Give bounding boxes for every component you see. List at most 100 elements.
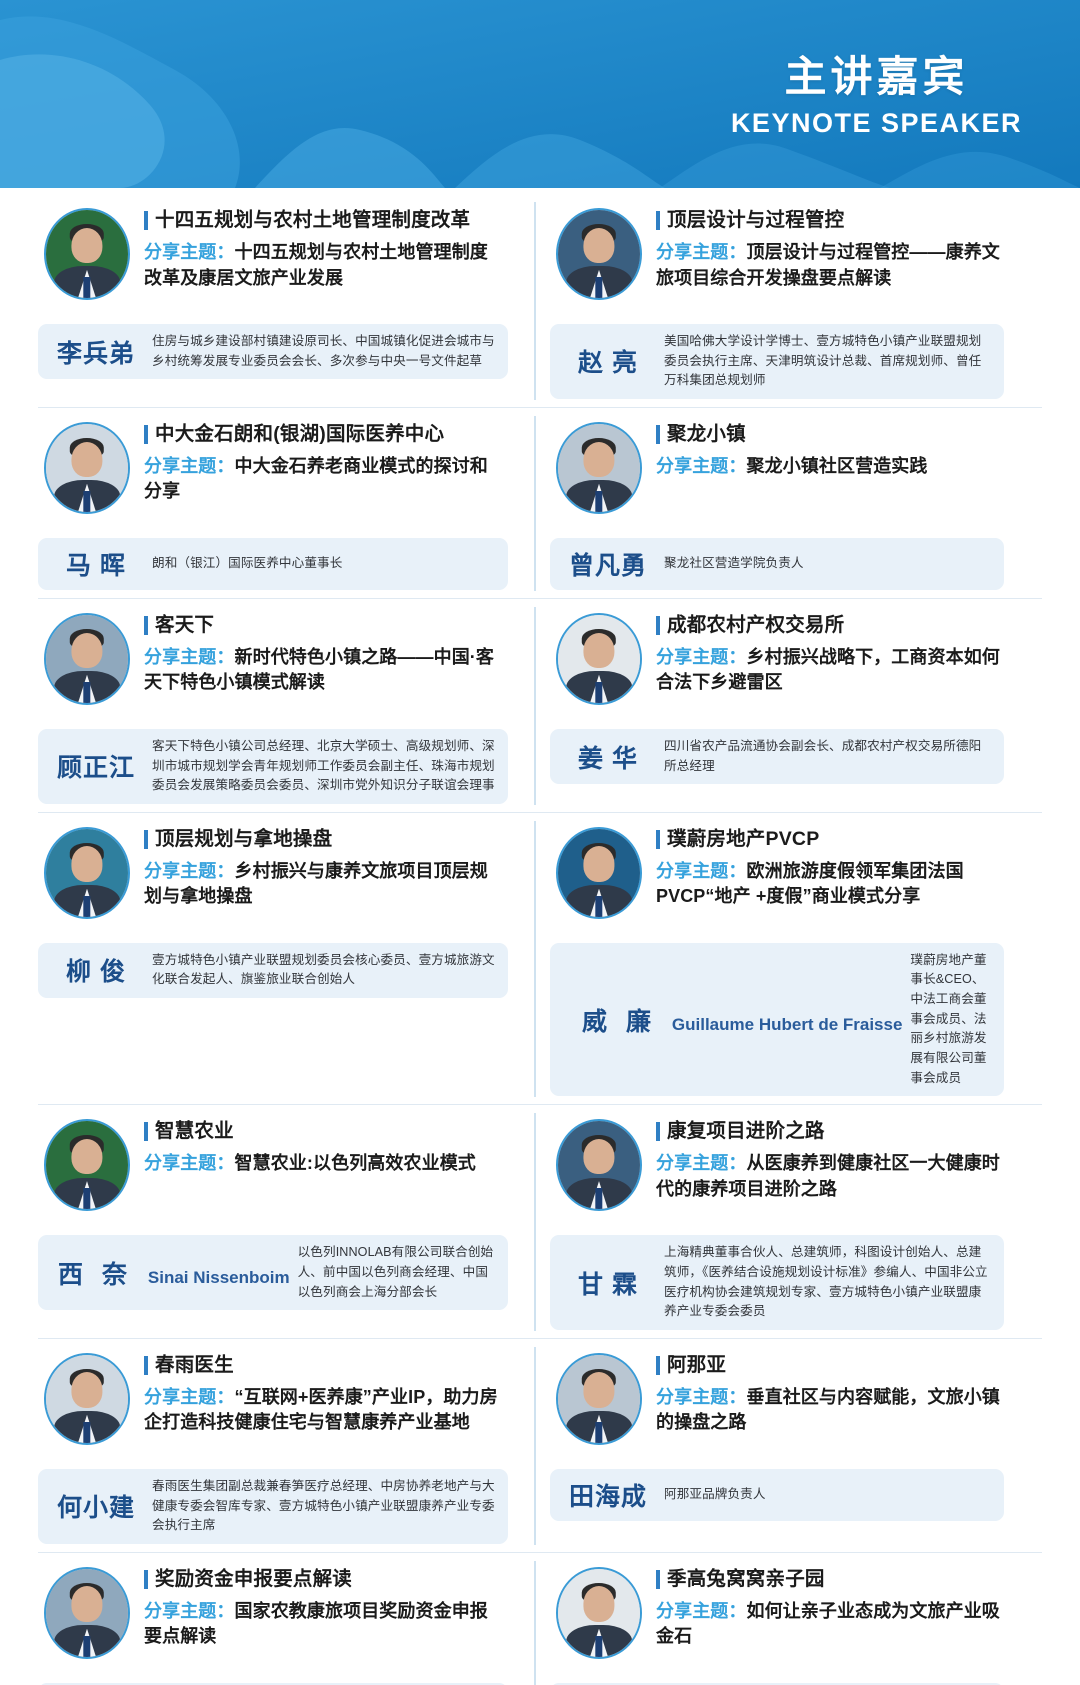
speaker-name-bio-strip: 田海成 阿那亚品牌负责人 xyxy=(550,1468,1004,1521)
accent-bar-icon xyxy=(656,615,660,635)
speaker-organization: 季高兔窝窝亲子园 xyxy=(656,1567,1000,1592)
topic-text: 垂直社区与内容赋能，文旅小镇的操盘之路 xyxy=(656,1386,1000,1433)
speaker-card[interactable]: 中大金石朗和(银湖)国际医养中心 分享主题：中大金石养老商业模式的探讨和分享 马… xyxy=(38,408,508,599)
speaker-card-header: 璞蔚房地产PVCP 分享主题：欧洲旅游度假领军集团法国PVCP“地产 +度假”商… xyxy=(550,823,1004,935)
avatar-photo xyxy=(46,614,128,703)
speaker-organization: 阿那亚 xyxy=(656,1353,1000,1378)
speaker-avatar xyxy=(556,208,642,300)
speaker-card-header: 顶层规划与拿地操盘 分享主题：乡村振兴与康养文旅项目顶层规划与拿地操盘 xyxy=(38,823,508,935)
speaker-card-header: 春雨医生 分享主题：“互联网+医养康”产业IP，助力房企打造科技健康住宅与智慧康… xyxy=(38,1349,508,1461)
accent-bar-icon xyxy=(144,424,148,444)
speaker-topic: 分享主题：聚龙小镇社区营造实践 xyxy=(656,454,1000,480)
speaker-card[interactable]: 聚龙小镇 分享主题：聚龙小镇社区营造实践 曾凡勇 聚龙社区营造学院负责人 xyxy=(534,408,1004,599)
speaker-organization: 顶层设计与过程管控 xyxy=(656,208,1000,233)
speaker-card[interactable]: 奖励资金申报要点解读 分享主题：国家农教康旅项目奖励资金申报要点解读 陈 放 壹… xyxy=(38,1553,508,1685)
speaker-card[interactable]: 客天下 分享主题：新时代特色小镇之路——中国·客天下特色小镇模式解读 顾正江 客… xyxy=(38,599,508,813)
speaker-name-en: Guillaume Hubert de Fraisse xyxy=(671,1014,903,1034)
speaker-bio: 朗和（银江）国际医养中心董事长 xyxy=(152,556,343,571)
speaker-bio: 壹方城特色小镇产业联盟规划委员会核心委员、壹方城旅游文化联合发起人、旗鉴旅业联合… xyxy=(152,952,495,987)
speaker-card[interactable]: 十四五规划与农村土地管理制度改革 分享主题：十四五规划与农村土地管理制度改革及康… xyxy=(38,194,508,408)
speaker-topic: 分享主题：如何让亲子业态成为文旅产业吸金石 xyxy=(656,1599,1000,1650)
topic-text: “互联网+医养康”产业IP，助力房企打造科技健康住宅与智慧康养产业基地 xyxy=(144,1386,498,1433)
speaker-name: 曾凡勇 xyxy=(568,551,647,580)
accent-bar-icon xyxy=(656,211,660,230)
speaker-name: 柳 俊 xyxy=(66,958,126,987)
speaker-organization: 聚龙小镇 xyxy=(656,422,1000,447)
avatar-photo xyxy=(558,1354,640,1443)
topic-text: 新时代特色小镇之路——中国·客天下特色小镇模式解读 xyxy=(144,646,494,693)
speaker-card[interactable]: 智慧农业 分享主题：智慧农业:以色列高效农业模式 西 奈 Sinai Nisse… xyxy=(38,1105,508,1339)
speaker-organization: 奖励资金申报要点解读 xyxy=(144,1567,504,1592)
speaker-text-block: 春雨医生 分享主题：“互联网+医养康”产业IP，助力房企打造科技健康住宅与智慧康… xyxy=(144,1349,508,1436)
avatar-photo xyxy=(46,1121,128,1210)
speaker-organization: 十四五规划与农村土地管理制度改革 xyxy=(144,208,504,233)
speaker-organization: 客天下 xyxy=(144,613,504,638)
accent-bar-icon xyxy=(144,211,148,230)
speaker-organization: 康复项目进阶之路 xyxy=(656,1119,1000,1144)
accent-bar-icon xyxy=(656,1355,660,1375)
speaker-organization: 智慧农业 xyxy=(144,1119,504,1144)
topic-text: 国家农教康旅项目奖励资金申报要点解读 xyxy=(144,1600,488,1647)
topic-label: 分享主题： xyxy=(656,1386,747,1407)
speaker-organization-text: 成都农村产权交易所 xyxy=(667,613,845,636)
speaker-name-bio-strip: 姜 华 四川省农产品流通协会副会长、成都农村产权交易所德阳所总经理 xyxy=(550,728,1004,785)
speaker-bio: 聚龙社区营造学院负责人 xyxy=(664,556,804,571)
speaker-row: 春雨医生 分享主题：“互联网+医养康”产业IP，助力房企打造科技健康住宅与智慧康… xyxy=(0,1339,1080,1553)
speaker-topic: 分享主题：中大金石养老商业模式的探讨和分享 xyxy=(144,454,504,505)
topic-label: 分享主题： xyxy=(144,1153,235,1174)
speaker-card-header: 季高兔窝窝亲子园 分享主题：如何让亲子业态成为文旅产业吸金石 xyxy=(550,1563,1004,1675)
speaker-avatar xyxy=(44,421,130,514)
speaker-card-header: 康复项目进阶之路 分享主题：从医康养到健康社区一大健康时代的康养项目进阶之路 xyxy=(550,1115,1004,1227)
speaker-text-block: 顶层设计与过程管控 分享主题：顶层设计与过程管控——康养文旅项目综合开发操盘要点… xyxy=(656,204,1004,291)
speaker-topic: 分享主题：智慧农业:以色列高效农业模式 xyxy=(144,1151,504,1177)
speaker-card[interactable]: 成都农村产权交易所 分享主题：乡村振兴战略下，工商资本如何合法下乡避雷区 姜 华… xyxy=(534,599,1004,813)
speaker-text-block: 阿那亚 分享主题：垂直社区与内容赋能，文旅小镇的操盘之路 xyxy=(656,1349,1004,1436)
topic-label: 分享主题： xyxy=(656,860,747,881)
speaker-card[interactable]: 康复项目进阶之路 分享主题：从医康养到健康社区一大健康时代的康养项目进阶之路 甘… xyxy=(534,1105,1004,1339)
speaker-card[interactable]: 顶层设计与过程管控 分享主题：顶层设计与过程管控——康养文旅项目综合开发操盘要点… xyxy=(534,194,1004,408)
speaker-avatar xyxy=(556,826,642,919)
speaker-avatar xyxy=(556,612,642,705)
speaker-card[interactable]: 阿那亚 分享主题：垂直社区与内容赋能，文旅小镇的操盘之路 田海成 阿那亚品牌负责… xyxy=(534,1339,1004,1553)
speaker-topic: 分享主题：国家农教康旅项目奖励资金申报要点解读 xyxy=(144,1599,504,1650)
accent-bar-icon xyxy=(656,1122,660,1142)
speaker-name: 何小建 xyxy=(56,1494,135,1523)
speaker-avatar xyxy=(44,1352,130,1445)
topic-label: 分享主题： xyxy=(144,455,235,476)
speaker-text-block: 十四五规划与农村土地管理制度改革 分享主题：十四五规划与农村土地管理制度改革及康… xyxy=(144,204,508,291)
speaker-topic: 分享主题：从医康养到健康社区一大健康时代的康养项目进阶之路 xyxy=(656,1151,1000,1202)
avatar-photo xyxy=(558,1121,640,1210)
speaker-topic: 分享主题：“互联网+医养康”产业IP，助力房企打造科技健康住宅与智慧康养产业基地 xyxy=(144,1385,504,1436)
topic-label: 分享主题： xyxy=(656,1153,747,1174)
topic-label: 分享主题： xyxy=(144,241,235,262)
topic-label: 分享主题： xyxy=(656,241,747,262)
topic-text: 乡村振兴战略下，工商资本如何合法下乡避雷区 xyxy=(656,646,1000,693)
accent-bar-icon xyxy=(656,1569,660,1589)
speaker-bio: 阿那亚品牌负责人 xyxy=(664,1487,766,1502)
speaker-name-bio-strip: 顾正江 客天下特色小镇公司总经理、北京大学硕士、高级规划师、深圳市城市规划学会青… xyxy=(38,728,508,804)
speaker-name-bio-strip: 赵 亮 美国哈佛大学设计学博士、壹方城特色小镇产业联盟规划委员会执行主席、天津明… xyxy=(550,324,1004,399)
speaker-name-bio-strip: 李慧华 季高集团创始人/总裁、季高兔窝窝亲子乐园品牌创始人、中国主题公园无动力乐… xyxy=(550,1682,1004,1685)
speaker-name: 西 奈 Sinai Nissenboim xyxy=(58,1260,290,1289)
speaker-card-header: 中大金石朗和(银湖)国际医养中心 分享主题：中大金石养老商业模式的探讨和分享 xyxy=(38,418,508,530)
accent-bar-icon xyxy=(144,615,148,635)
speaker-card-header: 智慧农业 分享主题：智慧农业:以色列高效农业模式 xyxy=(38,1115,508,1227)
speaker-name: 赵 亮 xyxy=(578,349,638,378)
speaker-name: 李兵弟 xyxy=(56,339,135,368)
speaker-card-header: 聚龙小镇 分享主题：聚龙小镇社区营造实践 xyxy=(550,418,1004,530)
speaker-bio: 春雨医生集团副总裁兼春笋医疗总经理、中房协养老地产与大健康专委会智库专家、壹方城… xyxy=(152,1478,495,1533)
speaker-avatar xyxy=(556,1119,642,1212)
speaker-card[interactable]: 璞蔚房地产PVCP 分享主题：欧洲旅游度假领军集团法国PVCP“地产 +度假”商… xyxy=(534,813,1004,1105)
speaker-text-block: 康复项目进阶之路 分享主题：从医康养到健康社区一大健康时代的康养项目进阶之路 xyxy=(656,1115,1004,1202)
topic-text: 如何让亲子业态成为文旅产业吸金石 xyxy=(656,1600,1000,1647)
speaker-card[interactable]: 春雨医生 分享主题：“互联网+医养康”产业IP，助力房企打造科技健康住宅与智慧康… xyxy=(38,1339,508,1553)
speaker-card[interactable]: 季高兔窝窝亲子园 分享主题：如何让亲子业态成为文旅产业吸金石 李慧华 季高集团创… xyxy=(534,1553,1004,1685)
topic-label: 分享主题： xyxy=(144,1386,235,1407)
topic-text: 十四五规划与农村土地管理制度改革及康居文旅产业发展 xyxy=(144,241,488,288)
speaker-organization: 成都农村产权交易所 xyxy=(656,613,1000,638)
speaker-name-bio-strip: 陈 放 壹方城特色小镇产业联盟策划委员会执行主席、国家文旅部十四五规划咨询专家、… xyxy=(38,1682,508,1685)
speaker-topic: 分享主题：乡村振兴与康养文旅项目顶层规划与拿地操盘 xyxy=(144,859,504,910)
speaker-card[interactable]: 顶层规划与拿地操盘 分享主题：乡村振兴与康养文旅项目顶层规划与拿地操盘 柳 俊 … xyxy=(38,813,508,1105)
speaker-organization: 中大金石朗和(银湖)国际医养中心 xyxy=(144,422,504,447)
topic-label: 分享主题： xyxy=(656,646,747,667)
